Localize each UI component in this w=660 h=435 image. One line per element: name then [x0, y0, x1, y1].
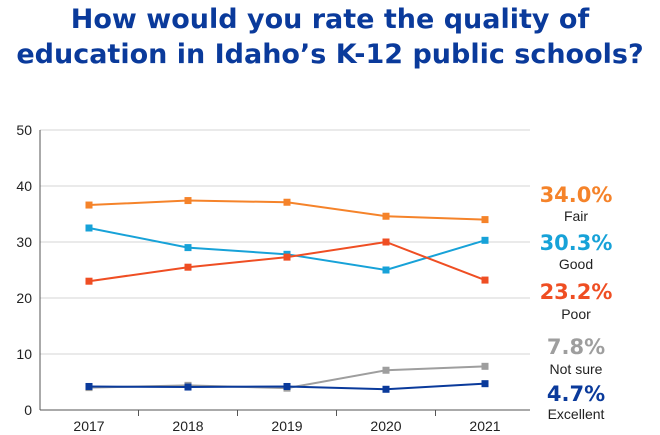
- x-tick-label: 2017: [73, 418, 104, 434]
- data-point-good: [85, 224, 93, 232]
- data-point-good: [382, 266, 390, 274]
- y-tick-label: 10: [16, 346, 32, 362]
- data-point-fair: [184, 197, 192, 205]
- data-point-poor: [184, 263, 192, 271]
- y-tick-label: 30: [16, 234, 32, 250]
- chart-title: How would you rate the quality of educat…: [0, 2, 660, 72]
- y-tick-label: 50: [16, 122, 32, 138]
- data-point-excellent: [283, 382, 291, 390]
- series-line-good: [88, 227, 486, 272]
- grid-lines: [40, 129, 530, 411]
- data-point-fair: [382, 212, 390, 220]
- end-value-poor: 23.2%: [540, 280, 613, 304]
- series-lines: [88, 199, 486, 391]
- data-point-fair: [85, 201, 93, 209]
- y-tick-label: 0: [24, 402, 32, 418]
- data-point-excellent: [184, 383, 192, 391]
- x-tick-label: 2020: [370, 418, 401, 434]
- data-point-excellent: [382, 385, 390, 393]
- data-point-good: [481, 236, 489, 244]
- chart-title-line-1: How would you rate the quality of: [70, 4, 590, 35]
- end-value-good: 30.3%: [540, 231, 613, 255]
- data-point-good: [184, 244, 192, 252]
- x-axis: 2017 2018 2019 2020 2021: [73, 410, 501, 434]
- x-tick-label: 2019: [271, 418, 302, 434]
- end-name-good: Good: [559, 256, 593, 272]
- end-name-poor: Poor: [561, 306, 591, 322]
- end-name-notsure: Not sure: [550, 361, 603, 377]
- data-point-excellent: [85, 382, 93, 390]
- x-tick-label: 2018: [172, 418, 203, 434]
- x-tick-label: 2021: [469, 418, 500, 434]
- data-point-notsure: [382, 366, 390, 374]
- chart-title-line-2: education in Idaho’s K-12 public schools…: [16, 39, 644, 70]
- data-point-excellent: [481, 380, 489, 388]
- end-value-excellent: 4.7%: [547, 382, 605, 406]
- data-point-poor: [283, 253, 291, 261]
- y-tick-label: 20: [16, 290, 32, 306]
- end-labels: 34.0%Fair 30.3%Good 23.2% Poor 7.8% Not sure 4…: [540, 183, 613, 422]
- data-point-fair: [481, 216, 489, 224]
- data-point-fair: [283, 198, 291, 206]
- series-points: [85, 197, 489, 393]
- end-name-excellent: Excellent: [548, 406, 605, 422]
- series-line-poor: [88, 240, 486, 283]
- y-axis: 0 10 20 30 40 50: [16, 122, 41, 418]
- data-point-poor: [382, 238, 390, 246]
- end-name-fair: Fair: [564, 208, 588, 224]
- data-point-notsure: [481, 362, 489, 370]
- data-point-poor: [481, 276, 489, 284]
- end-value-fair: 34.0%: [540, 183, 613, 207]
- y-tick-label: 40: [16, 178, 32, 194]
- end-value-notsure: 7.8%: [547, 335, 605, 359]
- data-point-poor: [85, 277, 93, 285]
